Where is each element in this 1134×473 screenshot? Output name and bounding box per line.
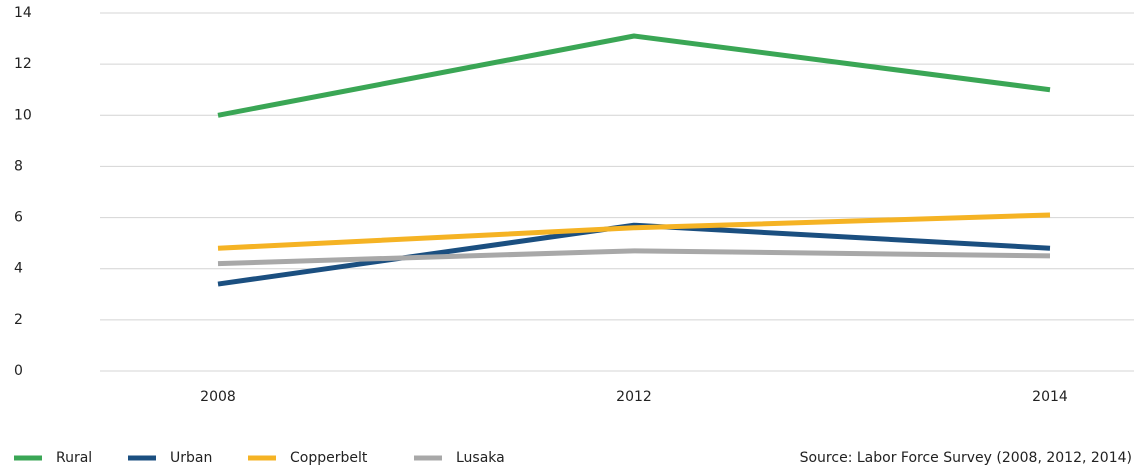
y-tick-label: 2 <box>14 312 23 328</box>
legend-label: Rural <box>56 450 92 466</box>
line-series <box>217 33 1051 118</box>
legend-label: Urban <box>170 450 212 466</box>
y-tick-label: 6 <box>14 210 23 226</box>
y-tick-label: 0 <box>14 363 23 379</box>
y-tick-label: 10 <box>14 107 32 123</box>
x-tick-label: 2012 <box>616 389 652 405</box>
x-tick-label: 2008 <box>200 389 236 405</box>
line-series <box>217 248 1051 267</box>
y-tick-label: 14 <box>14 5 32 21</box>
legend-label: Lusaka <box>456 450 505 466</box>
line-series <box>217 212 1051 251</box>
y-tick-label: 12 <box>14 56 32 72</box>
source-note: Source: Labor Force Survey (2008, 2012, … <box>800 450 1132 466</box>
line-series <box>217 222 1051 287</box>
y-tick-label: 8 <box>14 158 23 174</box>
x-tick-label: 2014 <box>1032 389 1068 405</box>
y-tick-label: 4 <box>14 261 23 277</box>
legend-label: Copperbelt <box>290 450 368 466</box>
